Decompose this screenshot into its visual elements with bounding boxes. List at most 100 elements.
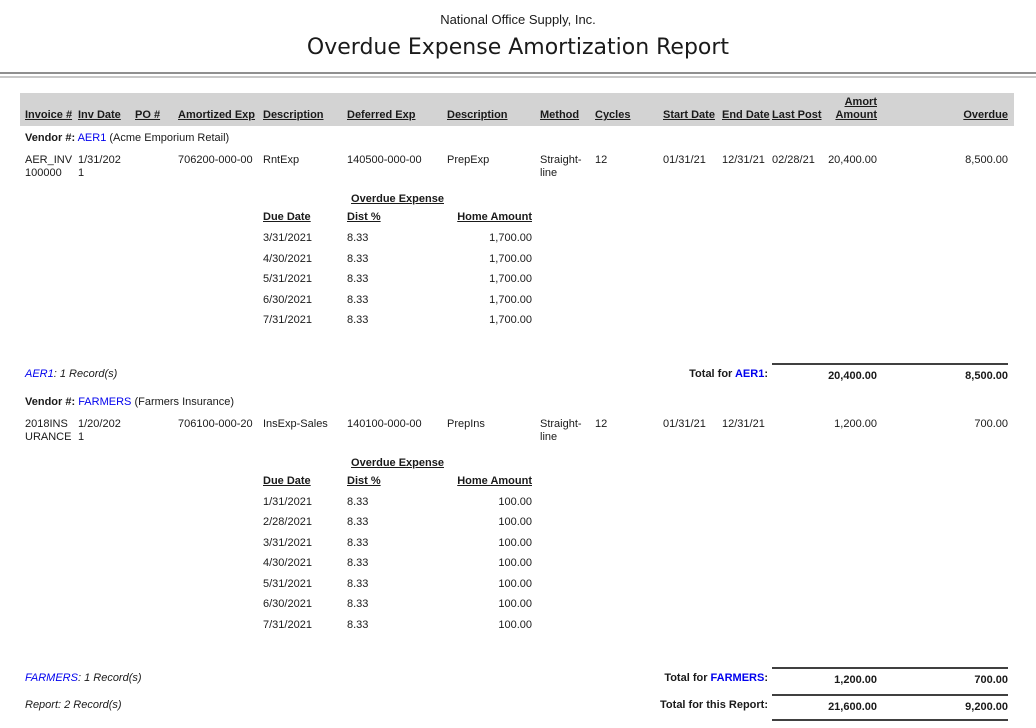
report-summary-row: Report: 2 Record(s) Total for this Repor…: [20, 694, 1014, 721]
col-header-deferred-exp: Deferred Exp: [347, 109, 416, 121]
vendor-summary-row: AER1: 1 Record(s) Total for AER1: 20,400…: [20, 362, 1014, 383]
vendor-name: (Acme Emporium Retail): [109, 132, 230, 144]
vendor-label: Vendor #:: [25, 132, 76, 144]
col-header-invoice: Invoice #: [25, 109, 73, 121]
vendor-totals: 20,400.00 8,500.00: [772, 362, 1008, 383]
schedule-row: 2/28/2021 8.33 100.00: [263, 516, 532, 528]
report-total-label: Total for this Report:: [660, 699, 768, 711]
schedule-row: 6/30/2021 8.33 1,700.00: [263, 293, 532, 306]
report-record-count: Report: 2 Record(s): [25, 699, 122, 711]
vendor-total-overdue: 8,500.00: [965, 369, 1008, 382]
col-header-description-1: Description: [263, 109, 324, 121]
vendor-total-amort: 1,200.00: [834, 674, 877, 686]
cell-cycles: 12: [595, 417, 608, 430]
schedule-row: 6/30/2021 8.33 100.00: [263, 598, 532, 610]
cell-amort-amount: 20,400.00: [828, 154, 877, 166]
cell-invoice: 2018INSURANCE: [25, 417, 72, 443]
schedule-row: 4/30/2021 8.33 1,700.00: [263, 252, 532, 265]
company-name: National Office Supply, Inc.: [440, 12, 596, 27]
schedule-title: Overdue Expense: [351, 193, 444, 205]
cell-description-2: PrepExp: [447, 154, 490, 166]
vendor-total-label: Total for FARMERS:: [664, 672, 768, 684]
cell-po: [135, 418, 178, 444]
vendor-id-link[interactable]: FARMERS: [25, 672, 78, 684]
col-header-cycles: Cycles: [595, 109, 631, 121]
vendor-record-count: FARMERS: 1 Record(s): [25, 672, 142, 684]
col-header-description-2: Description: [447, 109, 508, 121]
cell-overdue: 8,500.00: [965, 154, 1008, 166]
schedule-title: Overdue Expense: [351, 456, 444, 469]
col-header-inv-date: Inv Date: [78, 109, 121, 121]
schedule-row: 5/31/2021 8.33 1,700.00: [263, 273, 532, 285]
invoice-data-row: 2018INSURANCE 1/20/2021 706100-000-20 In…: [20, 418, 1014, 444]
cell-amortized-exp: 706100-000-20: [178, 417, 253, 430]
vendor-header-aer1: Vendor #: AER1 (Acme Emporium Retail): [20, 131, 1014, 145]
cell-amort-amount: 1,200.00: [834, 417, 877, 430]
col-header-overdue: Overdue: [963, 109, 1008, 121]
cell-method: Straight-line: [540, 154, 582, 179]
schedule-row: 7/31/2021 8.33 100.00: [263, 618, 532, 631]
cell-amortized-exp: 706200-000-00: [178, 154, 253, 166]
schedule-col-home-amount: Home Amount: [457, 474, 532, 487]
vendor-total-amort: 20,400.00: [828, 369, 877, 382]
schedule-col-home-amount: Home Amount: [457, 211, 532, 223]
invoice-data-row: AER_INV100000 1/31/2021 706200-000-00 Rn…: [20, 154, 1014, 180]
cell-deferred-exp: 140100-000-00: [347, 417, 422, 430]
schedule-col-due-date: Due Date: [263, 474, 311, 487]
cell-overdue: 700.00: [974, 417, 1008, 430]
cell-end-date: 12/31/21: [722, 417, 765, 430]
schedule-col-dist: Dist %: [347, 474, 381, 487]
vendor-id-link[interactable]: AER1: [77, 132, 107, 144]
cell-description-2: PrepIns: [447, 417, 485, 430]
vendor-record-count: AER1: 1 Record(s): [25, 367, 118, 380]
column-header-row: Invoice # Inv Date PO # Amortized Exp De…: [20, 93, 1014, 126]
col-header-amortized-exp: Amortized Exp: [178, 109, 256, 121]
schedule-header-row: Due Date Dist % Home Amount: [263, 211, 532, 223]
header-divider: [0, 72, 1036, 78]
cell-start-date: 01/31/21: [663, 417, 706, 430]
col-header-amort-amount: Amort Amount: [835, 96, 877, 121]
col-header-last-post: Last Post: [772, 109, 822, 121]
vendor-id-link[interactable]: FARMERS: [710, 672, 765, 684]
cell-start-date: 01/31/21: [663, 154, 706, 166]
cell-inv-date: 1/20/2021: [78, 417, 121, 443]
overdue-expense-schedule: Overdue Expense Due Date Dist % Home Amo…: [263, 192, 532, 335]
vendor-total-overdue: 700.00: [974, 674, 1008, 686]
cell-inv-date: 1/31/2021: [78, 154, 121, 179]
vendor-total-label: Total for AER1:: [689, 367, 768, 380]
schedule-row: 5/31/2021 8.33 100.00: [263, 577, 532, 590]
cell-last-post: 02/28/21: [772, 154, 815, 166]
col-header-po: PO #: [135, 109, 161, 121]
schedule-row: 1/31/2021 8.33 100.00: [263, 495, 532, 508]
vendor-id-link[interactable]: AER1: [734, 367, 765, 380]
schedule-col-dist: Dist %: [347, 211, 381, 223]
cell-method: Straight-line: [540, 417, 582, 443]
report-total-amort: 21,600.00: [828, 701, 877, 713]
report-totals: 21,600.00 9,200.00: [772, 694, 1008, 721]
cell-invoice: AER_INV100000: [25, 154, 73, 179]
overdue-expense-schedule: Overdue Expense Due Date Dist % Home Amo…: [263, 456, 532, 640]
cell-last-post: [772, 418, 820, 444]
schedule-header-row: Due Date Dist % Home Amount: [263, 475, 532, 487]
cell-cycles: 12: [595, 154, 608, 166]
schedule-col-due-date: Due Date: [263, 211, 311, 223]
vendor-id-link[interactable]: AER1: [25, 367, 54, 380]
col-header-method: Method: [540, 109, 580, 121]
schedule-row: 3/31/2021 8.33 100.00: [263, 536, 532, 549]
vendor-name: (Farmers Insurance): [134, 395, 235, 408]
vendor-id-link[interactable]: FARMERS: [78, 395, 132, 408]
report-title: Overdue Expense Amortization Report: [306, 35, 730, 60]
cell-deferred-exp: 140500-000-00: [347, 154, 422, 166]
cell-po: [135, 154, 178, 180]
vendor-label: Vendor #:: [25, 395, 76, 408]
cell-end-date: 12/31/21: [722, 154, 765, 166]
vendor-summary-row: FARMERS: 1 Record(s) Total for FARMERS: …: [20, 667, 1014, 687]
vendor-totals: 1,200.00 700.00: [772, 667, 1008, 687]
report-total-overdue: 9,200.00: [965, 701, 1008, 713]
cell-description-1: InsExp-Sales: [263, 417, 328, 430]
schedule-row: 3/31/2021 8.33 1,700.00: [263, 232, 532, 244]
col-header-end-date: End Date: [722, 109, 770, 121]
schedule-row: 4/30/2021 8.33 100.00: [263, 557, 532, 569]
schedule-row: 7/31/2021 8.33 1,700.00: [263, 314, 532, 326]
